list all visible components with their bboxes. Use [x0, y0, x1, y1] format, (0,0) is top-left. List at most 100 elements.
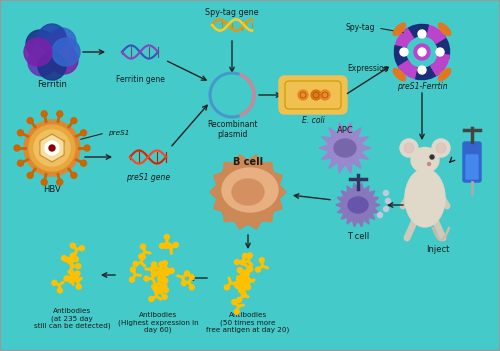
Circle shape [149, 297, 154, 302]
Text: Spy-tag gene: Spy-tag gene [205, 8, 259, 17]
Circle shape [160, 279, 164, 284]
Circle shape [242, 285, 248, 290]
Circle shape [242, 253, 248, 258]
Circle shape [64, 276, 69, 281]
Circle shape [50, 46, 78, 74]
Circle shape [162, 294, 167, 299]
Text: B cell: B cell [233, 157, 263, 167]
Circle shape [48, 28, 76, 56]
Text: Inject: Inject [426, 245, 450, 254]
Circle shape [27, 172, 33, 178]
Circle shape [162, 283, 167, 288]
Circle shape [260, 258, 264, 263]
Circle shape [242, 281, 246, 286]
Circle shape [242, 292, 246, 297]
Ellipse shape [393, 68, 406, 81]
Circle shape [236, 277, 242, 282]
Circle shape [428, 163, 430, 166]
Circle shape [133, 261, 138, 266]
Circle shape [76, 284, 81, 289]
Circle shape [52, 38, 80, 66]
Text: Antibodies
(50 times more
free antigen at day 20): Antibodies (50 times more free antigen a… [206, 312, 290, 333]
Circle shape [184, 271, 190, 276]
Circle shape [164, 234, 170, 239]
Text: Recombinant
plasmid: Recombinant plasmid [207, 120, 257, 139]
Circle shape [24, 120, 80, 176]
Circle shape [84, 145, 90, 151]
Circle shape [162, 261, 168, 266]
Circle shape [236, 284, 240, 289]
Circle shape [80, 160, 86, 166]
Circle shape [232, 299, 237, 305]
Circle shape [40, 136, 64, 160]
Circle shape [74, 277, 80, 282]
Circle shape [57, 179, 63, 185]
Circle shape [80, 246, 84, 251]
Circle shape [41, 179, 47, 185]
Circle shape [386, 199, 390, 204]
Circle shape [70, 253, 76, 258]
Circle shape [418, 48, 426, 56]
FancyBboxPatch shape [463, 142, 481, 182]
Circle shape [248, 267, 252, 272]
Circle shape [68, 259, 73, 264]
Circle shape [174, 243, 178, 247]
Circle shape [414, 44, 430, 60]
Ellipse shape [405, 169, 445, 227]
Circle shape [80, 130, 86, 136]
Circle shape [244, 271, 250, 277]
Circle shape [234, 309, 240, 314]
Circle shape [436, 48, 444, 56]
Circle shape [144, 276, 149, 281]
Circle shape [238, 267, 242, 273]
Circle shape [378, 212, 382, 218]
Circle shape [237, 283, 242, 288]
Circle shape [71, 118, 77, 124]
Circle shape [152, 271, 158, 276]
Text: APC: APC [336, 126, 353, 135]
Circle shape [158, 273, 163, 278]
Circle shape [58, 288, 62, 293]
Circle shape [29, 125, 75, 171]
Circle shape [182, 280, 186, 286]
Circle shape [64, 257, 69, 262]
Circle shape [73, 273, 78, 278]
Polygon shape [319, 122, 371, 173]
Text: Expression: Expression [347, 64, 389, 73]
Circle shape [49, 145, 55, 151]
Circle shape [246, 285, 250, 290]
Circle shape [43, 33, 71, 61]
Text: Antibodies
(Highest expression in
day 60): Antibodies (Highest expression in day 60… [118, 312, 198, 333]
Circle shape [24, 38, 52, 66]
Circle shape [418, 66, 426, 74]
Circle shape [41, 111, 47, 117]
Text: T cell: T cell [347, 232, 369, 241]
Circle shape [163, 243, 168, 248]
Polygon shape [210, 155, 286, 229]
Circle shape [164, 271, 169, 276]
Circle shape [166, 269, 170, 273]
Circle shape [152, 284, 157, 289]
Text: Antibodies
(at 235 day
still can be detected): Antibodies (at 235 day still can be dete… [34, 308, 110, 329]
Ellipse shape [232, 179, 264, 205]
Circle shape [52, 280, 57, 285]
Circle shape [38, 24, 66, 52]
Text: E. coli: E. coli [302, 116, 324, 125]
Circle shape [62, 256, 66, 261]
Circle shape [190, 285, 194, 290]
Circle shape [164, 270, 170, 275]
Circle shape [70, 277, 75, 282]
Circle shape [400, 139, 418, 157]
Circle shape [432, 139, 450, 157]
Circle shape [57, 111, 63, 117]
Circle shape [163, 278, 168, 283]
Circle shape [14, 145, 20, 151]
Circle shape [26, 30, 54, 58]
Circle shape [74, 257, 78, 261]
Circle shape [320, 90, 330, 100]
Circle shape [430, 155, 434, 159]
Ellipse shape [411, 147, 439, 172]
Circle shape [240, 274, 245, 279]
Circle shape [140, 254, 145, 259]
Circle shape [71, 172, 77, 178]
